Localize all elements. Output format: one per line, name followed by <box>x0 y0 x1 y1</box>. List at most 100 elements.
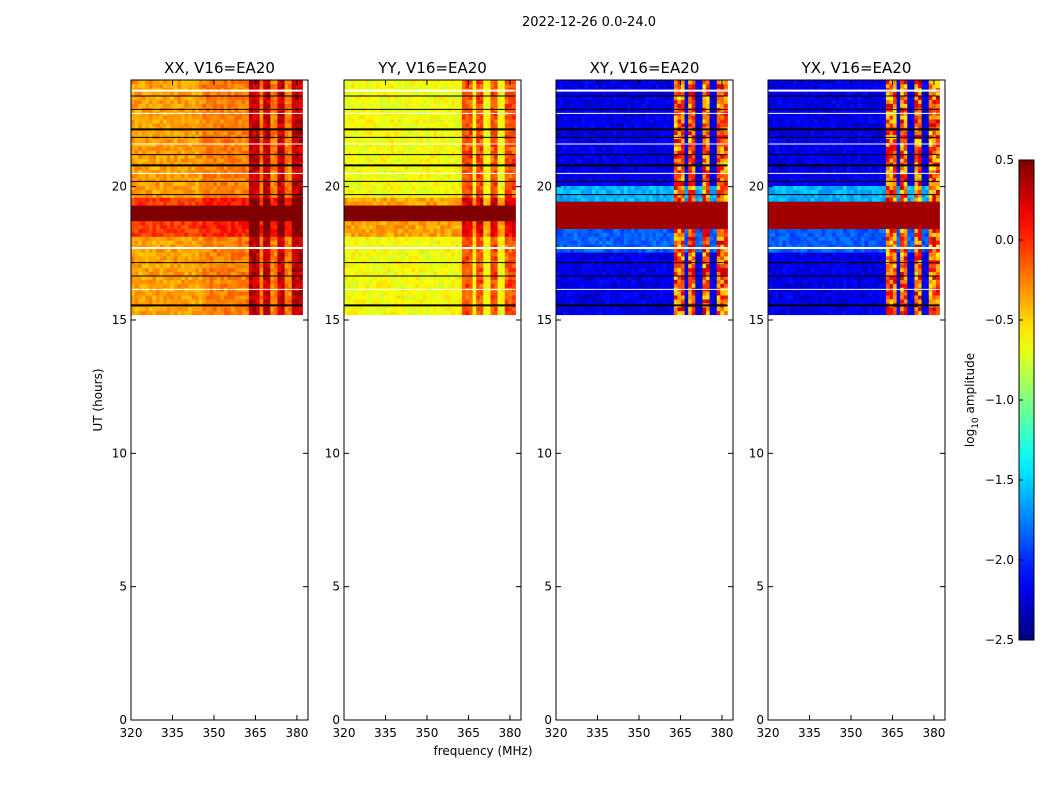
heatmap-cell <box>206 166 210 170</box>
heatmap-cell <box>131 119 135 123</box>
heatmap-cell <box>149 158 153 162</box>
heatmap-cell <box>380 217 384 221</box>
heatmap-cell <box>238 186 242 190</box>
heatmap-cell <box>188 256 192 260</box>
heatmap-cell <box>274 279 278 283</box>
heatmap-cell <box>267 158 271 162</box>
heatmap-cell <box>355 240 359 244</box>
heatmap-cell <box>281 186 285 190</box>
heatmap-cell <box>163 193 167 197</box>
heatmap-cell <box>419 283 423 287</box>
heatmap-cell <box>138 236 142 240</box>
heatmap-cell <box>238 201 242 205</box>
heatmap-cell <box>376 209 380 213</box>
heatmap-cell <box>494 295 498 299</box>
heatmap-cell <box>358 240 362 244</box>
heatmap-cell <box>376 201 380 205</box>
heatmap-cell <box>167 100 171 104</box>
heatmap-cell <box>408 233 412 237</box>
heatmap-cell <box>185 115 189 119</box>
heatmap-cell <box>177 123 181 127</box>
heatmap-cell <box>415 272 419 276</box>
heatmap-cell <box>181 229 185 233</box>
heatmap-cell <box>152 260 156 264</box>
heatmap-cell <box>387 279 391 283</box>
heatmap-cell <box>299 272 303 276</box>
heatmap-cell <box>142 193 146 197</box>
heatmap-cell <box>419 233 423 237</box>
heatmap-cell <box>494 272 498 276</box>
heatmap-cell <box>210 295 214 299</box>
heatmap-cell <box>249 123 253 127</box>
heatmap-cell <box>138 197 142 201</box>
heatmap-cell <box>451 311 455 315</box>
heatmap-cell <box>192 119 196 123</box>
heatmap-cell <box>177 182 181 186</box>
heatmap-cell <box>498 311 502 315</box>
heatmap-cell <box>512 205 516 209</box>
heatmap-cell <box>376 299 380 303</box>
heatmap-cell <box>423 299 427 303</box>
heatmap-cell <box>512 193 516 197</box>
heatmap-cell <box>373 307 377 311</box>
heatmap-cell <box>145 80 149 84</box>
heatmap-cell <box>455 299 459 303</box>
heatmap-cell <box>285 158 289 162</box>
heatmap-cell <box>344 291 348 295</box>
heatmap-cell <box>376 307 380 311</box>
heatmap-cell <box>163 272 167 276</box>
heatmap-cell <box>185 92 189 96</box>
heatmap-cell <box>415 221 419 225</box>
heatmap-cell <box>213 279 217 283</box>
heatmap-cell <box>170 139 174 143</box>
heatmap-cell <box>505 166 509 170</box>
heatmap-cell <box>188 229 192 233</box>
heatmap-cell <box>455 209 459 213</box>
heatmap-cell <box>270 80 274 84</box>
heatmap-cell <box>465 166 469 170</box>
heatmap-cell <box>505 256 509 260</box>
heatmap-cell <box>433 307 437 311</box>
heatmap-cell <box>263 100 267 104</box>
heatmap-cell <box>419 240 423 244</box>
heatmap-cell <box>277 260 281 264</box>
heatmap-cell <box>398 283 402 287</box>
heatmap-cell <box>295 233 299 237</box>
heatmap-cell <box>494 233 498 237</box>
heatmap-cell <box>224 299 228 303</box>
heatmap-cell <box>292 100 296 104</box>
heatmap-cell <box>348 256 352 260</box>
heatmap-cell <box>487 299 491 303</box>
heatmap-cell <box>149 221 153 225</box>
heatmap-cell <box>355 146 359 150</box>
heatmap-cell <box>473 311 477 315</box>
heatmap-cell <box>270 119 274 123</box>
heatmap-cell <box>227 150 231 154</box>
heatmap-cell <box>398 197 402 201</box>
heatmap-cell <box>419 291 423 295</box>
heatmap-cell <box>149 186 153 190</box>
heatmap-cell <box>274 84 278 88</box>
heatmap-cell <box>277 256 281 260</box>
heatmap-cell <box>285 131 289 135</box>
heatmap-cell <box>476 279 480 283</box>
heatmap-cell <box>252 225 256 229</box>
heatmap-cell <box>451 209 455 213</box>
heatmap-cell <box>145 201 149 205</box>
heatmap-cell <box>267 217 271 221</box>
heatmap-cell <box>469 193 473 197</box>
heatmap-cell <box>227 143 231 147</box>
heatmap-cell <box>267 119 271 123</box>
heatmap-cell <box>213 256 217 260</box>
heatmap-cell <box>242 291 246 295</box>
heatmap-cell <box>188 115 192 119</box>
heatmap-cell <box>365 146 369 150</box>
heatmap-cell <box>362 229 366 233</box>
heatmap-cell <box>195 119 199 123</box>
heatmap-cell <box>245 291 249 295</box>
heatmap-cell <box>437 233 441 237</box>
heatmap-cell <box>448 217 452 221</box>
heatmap-cell <box>199 123 203 127</box>
heatmap-cell <box>252 158 256 162</box>
heatmap-cell <box>242 213 246 217</box>
